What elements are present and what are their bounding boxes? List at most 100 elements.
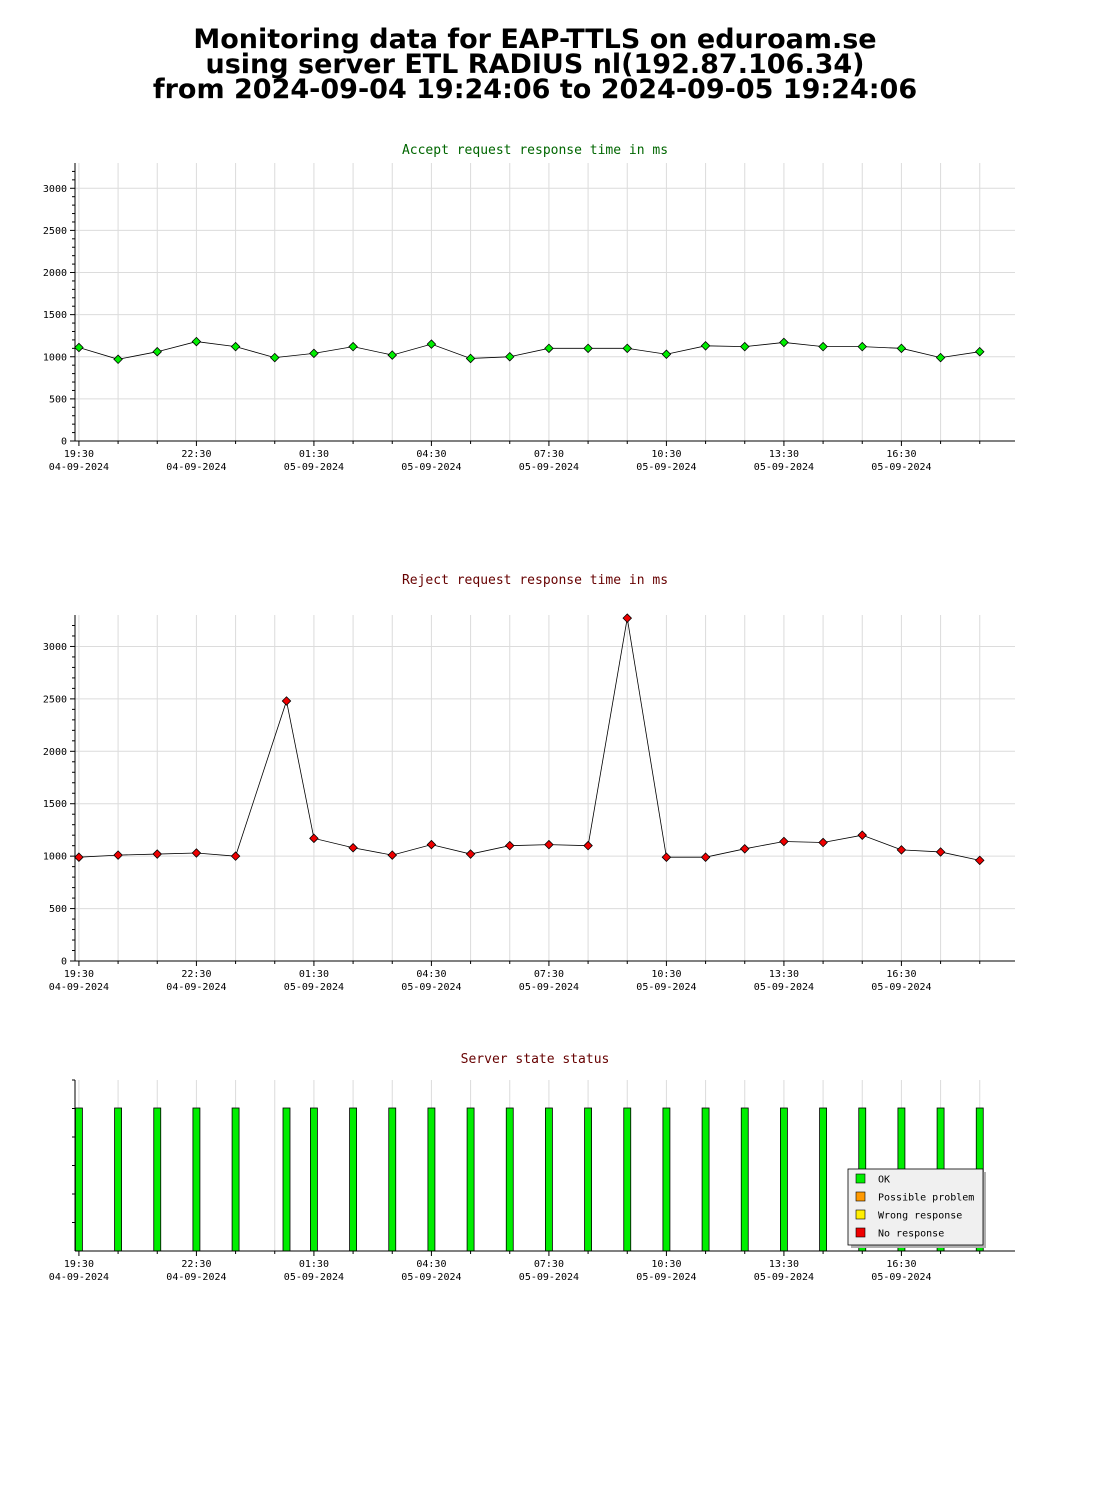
x-tick-label-time: 04:30 [416,969,446,980]
x-tick-label-time: 16:30 [886,969,916,980]
legend-label: No response [878,1229,944,1240]
data-point [465,353,476,364]
legend-label: Wrong response [878,1211,962,1222]
data-point [309,833,319,844]
x-tick-label-time: 01:30 [299,449,329,460]
x-tick-label-time: 19:30 [64,969,94,980]
status-bar [819,1107,827,1252]
chart-title: Reject request response time in ms [402,573,668,588]
data-point [700,852,711,862]
x-tick-label-time: 13:30 [769,1259,799,1270]
status-bar [466,1107,475,1252]
x-tick-label-time: 13:30 [769,969,799,980]
data-point [309,348,319,359]
data-point [739,341,750,352]
data-point [583,840,593,851]
x-tick-label-date: 05-09-2024 [871,462,931,473]
status-bar [584,1107,592,1252]
data-point [281,696,292,706]
x-tick-label-date: 05-09-2024 [519,462,579,473]
status-bar [153,1107,162,1252]
x-tick-label-time: 13:30 [769,449,799,460]
data-point [348,842,358,853]
x-tick-label-date: 04-09-2024 [166,462,226,473]
x-tick-label-time: 10:30 [651,1259,681,1270]
status-bar [75,1107,83,1252]
series-line [78,341,980,360]
x-tick-label-date: 05-09-2024 [636,982,696,993]
x-tick-label-time: 10:30 [651,449,681,460]
status-bar [114,1107,122,1252]
y-tick-label: 500 [49,394,67,405]
data-point [935,352,946,363]
data-point [387,350,398,360]
y-tick-label: 2000 [43,268,67,279]
data-point [426,339,437,349]
x-tick-label-date: 05-09-2024 [754,982,814,993]
x-tick-label-date: 04-09-2024 [166,982,226,993]
data-point [622,343,633,354]
x-tick-label-date: 04-09-2024 [49,982,109,993]
page-title-line-1: Monitoring data for EAP-TTLS on eduroam.… [193,24,877,55]
data-point [504,351,515,362]
data-point [230,341,241,352]
data-point [269,352,280,363]
x-tick-label-date: 05-09-2024 [519,982,579,993]
series-line [78,618,980,861]
data-point [230,851,241,861]
y-tick-label: 2500 [43,226,67,237]
x-tick-label-date: 05-09-2024 [401,462,461,473]
legend-box [847,1168,984,1246]
data-point [348,341,358,352]
legend-label: Possible problem [878,1193,974,1204]
data-point [113,354,123,365]
data-point [700,341,711,351]
data-point [583,343,593,354]
status-bar [662,1107,671,1252]
legend-swatch [855,1191,866,1202]
data-point [544,839,554,850]
data-point [387,850,398,860]
status-bar [388,1107,397,1252]
legend-swatch [855,1209,866,1220]
status-bar [545,1107,553,1252]
x-tick-label-date: 05-09-2024 [401,1272,461,1283]
y-tick-label: 1500 [43,799,67,810]
status-bar [505,1107,514,1252]
legend-swatch [855,1227,866,1238]
y-tick-label: 1000 [43,852,67,863]
x-tick-label-date: 04-09-2024 [166,1272,226,1283]
x-tick-label-time: 07:30 [534,1259,564,1270]
x-tick-label-date: 05-09-2024 [284,982,344,993]
status-bar [701,1107,710,1252]
status-bar [282,1107,291,1252]
y-tick-label: 2500 [43,694,67,705]
x-tick-label-date: 05-09-2024 [754,1272,814,1283]
legend-swatch [855,1173,866,1184]
status-bar [740,1107,749,1252]
chart-title: Accept request response time in ms [402,143,668,158]
x-tick-label-date: 05-09-2024 [284,1272,344,1283]
x-tick-label-date: 05-09-2024 [871,1272,931,1283]
x-tick-label-time: 10:30 [651,969,681,980]
x-tick-label-time: 16:30 [886,1259,916,1270]
data-point [191,848,202,858]
legend: OK Possible problem Wrong response No respo… [847,1168,984,1246]
x-tick-label-time: 04:30 [416,1259,446,1270]
data-point [818,837,828,848]
legend-label: OK [878,1175,890,1186]
data-point [779,337,789,348]
data-point [113,850,123,860]
y-tick-label: 3000 [43,642,67,653]
data-point [974,346,985,357]
status-bar [623,1107,632,1252]
x-tick-label-date: 05-09-2024 [871,982,931,993]
data-point [661,349,672,359]
status-bar [427,1107,436,1252]
status-bar [780,1107,788,1252]
x-tick-label-time: 19:30 [64,449,94,460]
x-tick-label-time: 22:30 [181,1259,211,1270]
data-point [818,341,828,352]
x-tick-label-date: 04-09-2024 [49,462,109,473]
x-tick-label-time: 19:30 [64,1259,94,1270]
